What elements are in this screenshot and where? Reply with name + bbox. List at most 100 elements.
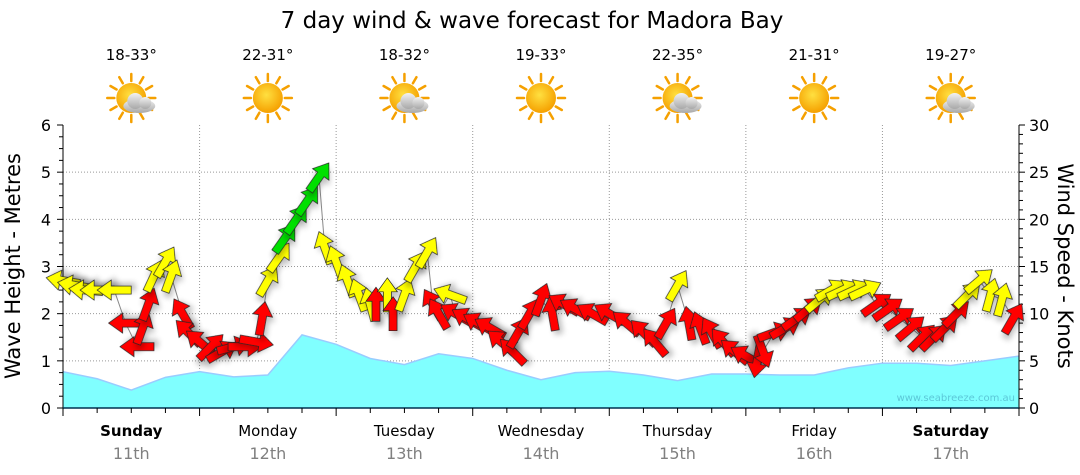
day-date: 13th bbox=[386, 444, 423, 463]
y-tick-label-right: 5 bbox=[1029, 352, 1039, 371]
sun-ray bbox=[928, 84, 938, 91]
cloud-part bbox=[685, 97, 698, 109]
sun-ray bbox=[275, 111, 282, 121]
sun-ray bbox=[800, 75, 807, 85]
wind-arrow bbox=[847, 279, 882, 302]
cloud-part bbox=[400, 93, 417, 109]
wind-arrow bbox=[665, 270, 689, 303]
wind-arrow bbox=[941, 301, 969, 330]
y-tick-label-right: 20 bbox=[1029, 210, 1049, 229]
sun-ray bbox=[411, 111, 418, 121]
wind-arrow bbox=[894, 316, 925, 343]
sun-ray bbox=[254, 111, 261, 121]
sun-ray bbox=[391, 75, 398, 85]
sun-ray bbox=[792, 84, 801, 91]
y-tick-label-left: 3 bbox=[41, 258, 51, 277]
wind-arrow bbox=[1000, 303, 1024, 336]
sun-ray bbox=[800, 111, 807, 121]
y-tick-label-right: 25 bbox=[1029, 163, 1049, 182]
sun-ray bbox=[937, 75, 944, 85]
day-name: Thursday bbox=[642, 422, 713, 440]
partly-cloudy-icon bbox=[925, 72, 976, 124]
cloud-part bbox=[958, 97, 971, 109]
sun-ray bbox=[382, 105, 391, 112]
sun-ray bbox=[281, 105, 290, 112]
sun-ray bbox=[821, 75, 828, 85]
wind-arrow bbox=[394, 278, 416, 313]
wind-arrow bbox=[882, 308, 914, 332]
wind-arrow bbox=[294, 186, 318, 218]
wind-arrow bbox=[132, 311, 154, 346]
day-date: 14th bbox=[523, 444, 560, 463]
sun-ray bbox=[548, 75, 555, 85]
sun-disc bbox=[252, 83, 283, 113]
sun-ray bbox=[281, 84, 290, 91]
temperature-range: 18-32° bbox=[379, 46, 430, 64]
day-name: Saturday bbox=[913, 422, 990, 440]
y-tick-label-right: 30 bbox=[1029, 116, 1049, 135]
wind-arrow bbox=[376, 277, 399, 313]
sun-ray bbox=[957, 111, 964, 121]
wind-arrow bbox=[255, 265, 279, 298]
sun-ray bbox=[245, 84, 255, 91]
sun-disc bbox=[799, 83, 830, 113]
cloud bbox=[942, 93, 975, 113]
y-tick-label-right: 0 bbox=[1029, 399, 1039, 418]
wave-height-area bbox=[63, 334, 1019, 408]
sun-ray bbox=[518, 105, 528, 112]
sunny-icon bbox=[242, 72, 294, 124]
sun-ray bbox=[655, 105, 665, 112]
day-date: 16th bbox=[796, 444, 833, 463]
sun-ray bbox=[245, 105, 255, 112]
wind-arrow bbox=[138, 287, 160, 323]
temperature-range: 19-33° bbox=[515, 46, 566, 64]
sun-ray bbox=[144, 84, 154, 91]
sunny-icon bbox=[515, 72, 567, 124]
sun-ray bbox=[684, 111, 691, 121]
chart-title: 7 day wind & wave forecast for Madora Ba… bbox=[281, 8, 784, 34]
wind-arrow bbox=[252, 301, 274, 337]
sun-ray bbox=[684, 75, 691, 85]
day-date: 11th bbox=[113, 444, 150, 463]
day-name: Friday bbox=[791, 422, 837, 440]
day-date: 12th bbox=[249, 444, 286, 463]
sun-ray bbox=[275, 75, 282, 85]
sun-ray bbox=[691, 84, 700, 91]
y-tick-label-left: 2 bbox=[41, 305, 51, 324]
y-tick-label-left: 5 bbox=[41, 163, 51, 182]
temperature-range: 19-27° bbox=[925, 46, 976, 64]
day-name: Monday bbox=[238, 422, 297, 440]
y-tick-label-left: 1 bbox=[41, 352, 51, 371]
sun-ray bbox=[518, 84, 528, 91]
wind-arrow bbox=[653, 307, 677, 341]
sun-ray bbox=[527, 75, 534, 85]
sun-ray bbox=[109, 84, 118, 91]
sun-disc bbox=[526, 83, 556, 113]
sun-ray bbox=[655, 84, 665, 91]
sun-ray bbox=[109, 105, 118, 112]
wind-arrow bbox=[305, 162, 330, 194]
watermark: www.seabreeze.com.au bbox=[897, 393, 1015, 404]
sun-ray bbox=[118, 75, 125, 85]
sun-ray bbox=[957, 75, 964, 85]
sun-ray bbox=[411, 75, 418, 85]
day-date: 15th bbox=[659, 444, 696, 463]
sun-ray bbox=[382, 84, 391, 91]
cloud-part bbox=[412, 97, 425, 109]
cloud-part bbox=[673, 93, 690, 109]
wind-arrow bbox=[992, 282, 1013, 318]
sun-ray bbox=[792, 105, 801, 112]
day-date: 17th bbox=[932, 444, 969, 463]
day-name: Sunday bbox=[100, 422, 163, 440]
cloud-part bbox=[946, 93, 963, 109]
sun-ray bbox=[118, 111, 125, 121]
sun-ray bbox=[138, 111, 145, 121]
partly-cloudy-icon bbox=[106, 72, 157, 124]
sun-ray bbox=[554, 84, 564, 91]
wind-arrow bbox=[119, 336, 155, 358]
sun-ray bbox=[827, 105, 837, 112]
cloud bbox=[669, 93, 702, 113]
sun-ray bbox=[664, 75, 671, 85]
